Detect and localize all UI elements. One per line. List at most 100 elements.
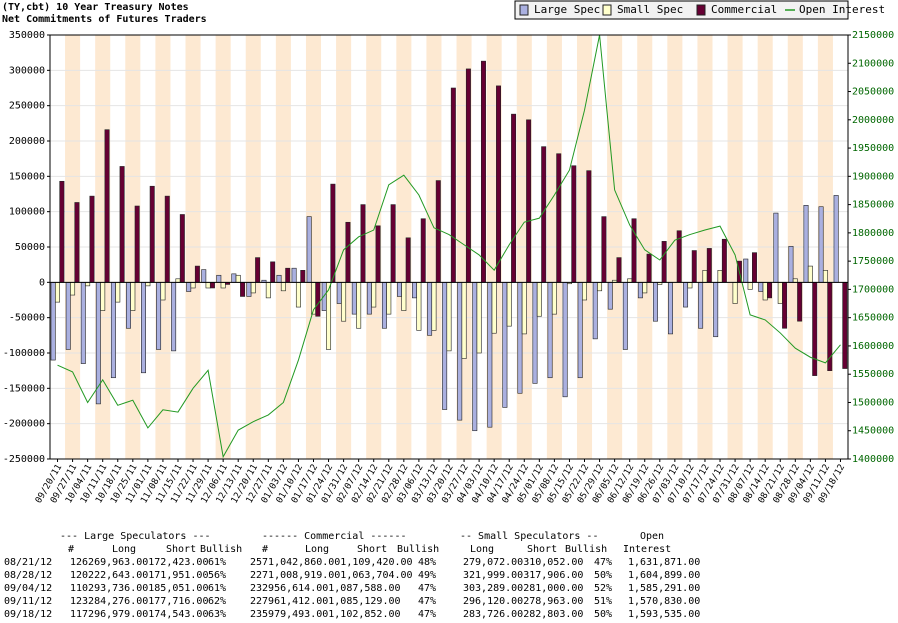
bar (582, 282, 587, 301)
bar (683, 282, 689, 308)
bar (562, 282, 568, 398)
y-tick-label: 300000 (9, 65, 45, 76)
table-cell: 1,585,291.00 (628, 583, 700, 594)
bar (306, 216, 312, 283)
legend-swatch (519, 4, 529, 16)
bar (280, 282, 286, 292)
bar (265, 282, 271, 299)
table: --- Large Speculators --- ------ Commerci… (4, 531, 700, 620)
legend-swatch (602, 4, 612, 16)
bar (586, 170, 592, 283)
bar (442, 282, 448, 410)
table-cell: 321,999.00317,906.00 (463, 570, 583, 581)
bar (119, 166, 125, 283)
y-tick-label: -100000 (3, 348, 45, 359)
table-cell: 50% (594, 609, 612, 619)
axes: -250000 -200000 -150000 -100000 -50000 0 50000… (3, 30, 894, 505)
table-column-header: Long (112, 544, 136, 555)
bar (506, 282, 512, 327)
table-column-header: Interest (623, 544, 671, 555)
bar (496, 85, 501, 283)
bar (773, 212, 779, 283)
chart-title: (TY,cbt) 10 Year Treasury Notes (2, 2, 189, 13)
bar (201, 269, 207, 283)
bar (627, 278, 633, 283)
table-cell: 296,120.00278,963.00 (463, 596, 583, 607)
table-group-header: Open (640, 531, 664, 542)
bar (235, 274, 241, 283)
bar (100, 282, 106, 311)
table-cell: 09/11/12 (4, 596, 52, 607)
bar (788, 245, 794, 283)
legend-box (514, 0, 849, 20)
bar (171, 282, 177, 352)
y2-tick-label: 2050000 (852, 87, 894, 98)
bar (702, 270, 708, 283)
bar (70, 282, 76, 296)
bar (145, 282, 151, 287)
open-interest-line (57, 34, 841, 459)
bar (818, 206, 824, 283)
bar (480, 60, 486, 283)
bar (637, 282, 643, 299)
y2-tick-label: 1750000 (852, 256, 894, 267)
bar (842, 282, 848, 369)
y-tick-label: 350000 (9, 30, 45, 41)
bar (777, 282, 783, 304)
y2-tick-label: 1450000 (852, 426, 894, 437)
table-cell: 08/21/12 (4, 557, 52, 568)
bar (706, 248, 712, 283)
table-cell: 2571,042,860.001,109,420.00 (250, 557, 413, 568)
table-cell: 2271,008,919.001,063,704.00 (250, 570, 413, 581)
legend-swatch (696, 4, 706, 16)
table-cell: 227961,412.001,085,129.00 (250, 596, 401, 607)
bar (661, 241, 667, 283)
bar (341, 282, 347, 322)
bar (186, 282, 192, 292)
y2-tick-label: 1950000 (852, 143, 894, 154)
chart-subtitle: Net Commitments of Futures Traders (2, 13, 207, 25)
table-cell: 47% (418, 596, 436, 607)
y2-tick-label: 1650000 (852, 313, 894, 324)
bar (597, 282, 603, 292)
table-cell: 1,604,899.00 (628, 570, 700, 581)
bar (356, 282, 362, 329)
legend: Large Spec Small Spec Commercial Open Inter… (519, 3, 885, 16)
bar (556, 153, 562, 283)
bar (194, 265, 200, 283)
y-tick-label: -200000 (3, 419, 45, 430)
y-tick-label: 0 (39, 277, 45, 288)
table-column-header: Bullish (565, 544, 607, 555)
table-cell: 117296,979.00174,543.00 (70, 609, 208, 619)
y-tick-label: -150000 (3, 383, 45, 394)
table-cell: 61% (208, 583, 226, 594)
y2-tick-label: 1800000 (852, 228, 894, 239)
table-column-header: # (68, 544, 74, 555)
bar (767, 282, 773, 299)
legend-label: Small Spec (617, 3, 683, 16)
table-column-header: Short (166, 544, 196, 555)
bar (330, 183, 336, 283)
bar (713, 282, 719, 338)
bar (270, 261, 276, 283)
bar (285, 267, 291, 283)
bar (721, 238, 727, 283)
bar (89, 195, 95, 283)
bar (743, 258, 749, 283)
bar (351, 282, 357, 315)
bar (752, 252, 757, 283)
table-column-header: Long (305, 544, 329, 555)
bar (668, 282, 673, 335)
table-cell: 283,726.00282,803.00 (463, 609, 583, 619)
y2-tick-label: 1700000 (852, 284, 894, 295)
bar (125, 282, 131, 329)
bar (65, 282, 71, 350)
table-cell: 51% (594, 596, 612, 607)
bar (401, 282, 407, 311)
bar (427, 282, 433, 336)
bar (104, 129, 110, 283)
table-cell: 09/04/12 (4, 583, 52, 594)
bar (156, 282, 162, 350)
bar (732, 282, 738, 304)
bar (526, 119, 532, 283)
